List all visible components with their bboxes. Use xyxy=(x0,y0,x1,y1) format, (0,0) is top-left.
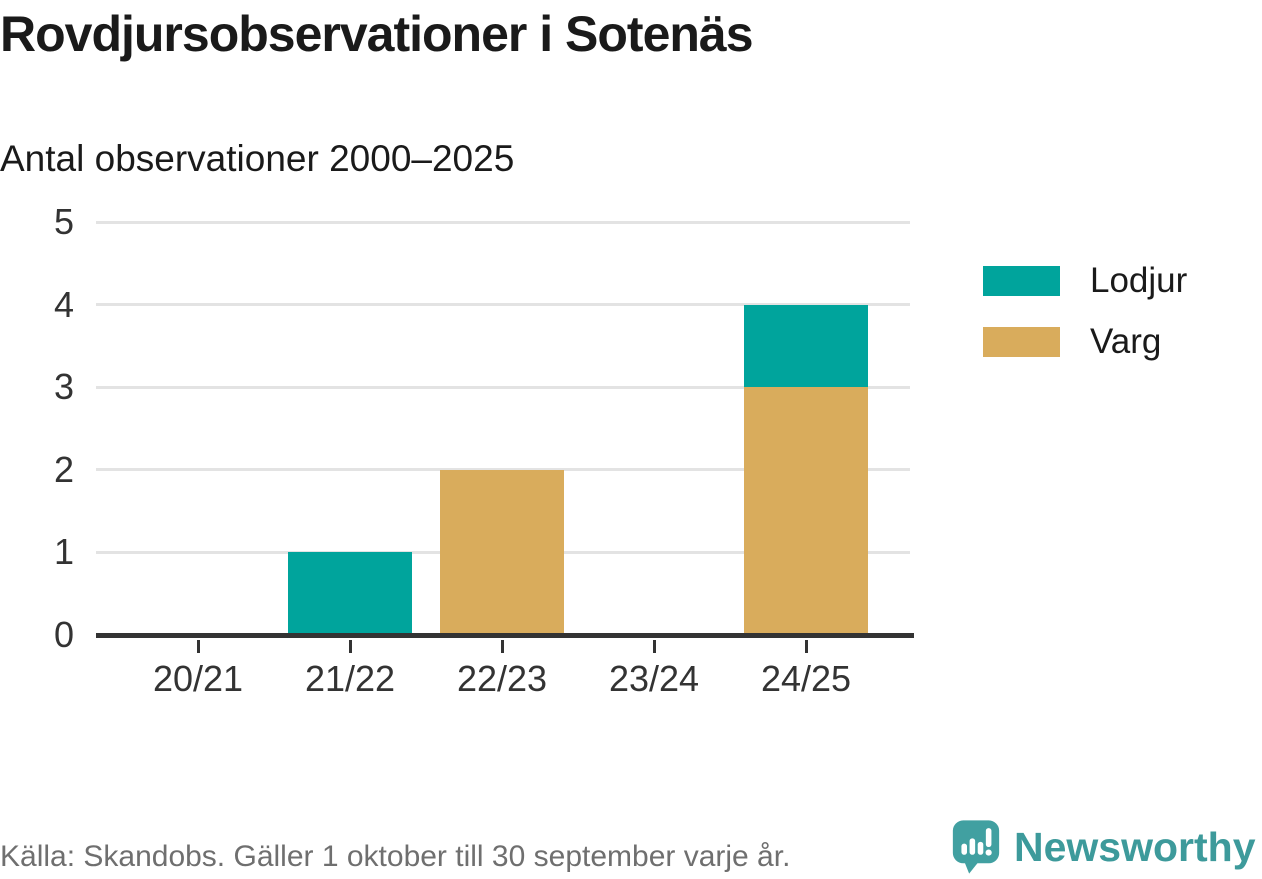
y-axis-tick-label: 5 xyxy=(53,201,74,242)
newsworthy-logo-icon xyxy=(952,820,1000,874)
source-note: Källa: Skandobs. Gäller 1 oktober till 3… xyxy=(0,840,791,873)
x-axis-tick xyxy=(348,640,352,653)
legend-item-lodjur: Lodjur xyxy=(983,263,1187,298)
legend-item-varg: Varg xyxy=(983,324,1187,359)
y-axis-tick-label: 3 xyxy=(53,366,74,408)
legend-swatch-varg xyxy=(983,326,1060,357)
y-axis-tick-label: 1 xyxy=(53,531,74,573)
bar-24/25-lodjur xyxy=(744,304,868,388)
legend-label-varg: Varg xyxy=(1090,322,1162,361)
x-axis-tick-label: 24/25 xyxy=(760,658,852,699)
legend-swatch-lodjur xyxy=(983,265,1060,296)
x-axis-line xyxy=(96,633,914,638)
y-axis-tick-label: 2 xyxy=(53,448,74,490)
y-axis-tick-label: 0 xyxy=(53,614,74,655)
bar-22/23-varg xyxy=(440,469,564,635)
chart-subtitle: Antal observationer 2000–2025 xyxy=(0,138,515,179)
bar-21/22-lodjur xyxy=(288,552,412,635)
x-axis-tick-label: 23/24 xyxy=(608,658,700,699)
x-axis-tick xyxy=(804,640,808,653)
legend: Lodjur Varg xyxy=(983,263,1187,385)
y-axis-tick-label: 4 xyxy=(53,283,74,325)
x-axis-tick-label: 20/21 xyxy=(152,658,244,699)
gridline-y-4 xyxy=(96,303,910,307)
x-axis-tick-label: 21/22 xyxy=(304,658,396,699)
gridline-y-5 xyxy=(96,220,910,224)
legend-label-lodjur: Lodjur xyxy=(1090,261,1188,300)
brand-name: Newsworthy xyxy=(1014,823,1256,870)
x-axis-tick-label: 22/23 xyxy=(456,658,548,699)
brand-logo: Newsworthy xyxy=(952,816,1256,878)
x-axis-tick xyxy=(652,640,656,653)
gridline-y-3 xyxy=(96,385,910,389)
x-axis-tick xyxy=(196,640,200,653)
chart-title: Rovdjursobservationer i Sotenäs xyxy=(0,6,754,62)
bar-24/25-varg xyxy=(744,387,868,635)
x-axis-tick xyxy=(500,640,504,653)
